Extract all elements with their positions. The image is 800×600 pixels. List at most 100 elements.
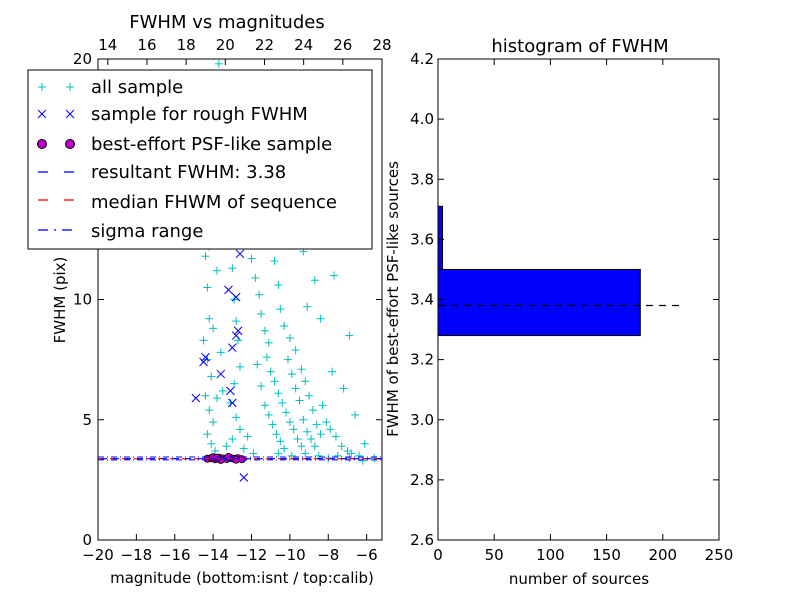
rough-sample-point (231, 331, 241, 340)
all-sample-point (289, 425, 298, 434)
x-tick-label: −8 (317, 546, 339, 564)
all-sample-point (207, 372, 216, 381)
legend-entry-all-sample: all sample (38, 77, 183, 98)
right-x-axis-label: number of sources (509, 570, 649, 588)
all-sample-point (274, 389, 283, 398)
all-sample-point (351, 410, 360, 419)
all-sample-point (253, 360, 262, 369)
x-tick-label: 250 (705, 546, 734, 564)
all-sample-point (216, 348, 225, 357)
top-x-tick-label: 24 (294, 36, 313, 54)
x-tick-label: −14 (197, 546, 229, 564)
legend-box (27, 69, 373, 250)
all-sample-point (255, 290, 264, 299)
all-sample-point (212, 266, 221, 275)
rough-sample-point (233, 326, 243, 336)
y-tick-label: 10 (73, 291, 92, 309)
y-tick-label: 3.4 (410, 291, 434, 309)
all-sample-point (299, 415, 308, 424)
y-tick-label: 3.2 (410, 351, 434, 369)
all-sample-point (274, 281, 283, 290)
all-sample-point (211, 447, 220, 456)
all-sample-point (232, 413, 241, 422)
all-sample-point (228, 264, 237, 273)
all-sample-point (316, 430, 325, 439)
left-marks (98, 59, 382, 482)
all-sample-point (247, 254, 256, 263)
all-sample-point (236, 362, 244, 371)
all-sample-point (291, 384, 300, 393)
x-tick-label: 150 (592, 546, 621, 564)
all-sample-point (205, 314, 214, 323)
y-tick-label: 4.0 (410, 110, 434, 128)
all-sample-point (297, 365, 306, 374)
x-tick-label: −12 (236, 546, 268, 564)
x-tick-label: 100 (536, 546, 565, 564)
all-sample-point (226, 398, 235, 407)
all-sample-point (312, 420, 321, 429)
all-sample-point (293, 434, 302, 443)
all-sample-point (199, 336, 208, 345)
all-sample-point (287, 370, 296, 379)
all-sample-point (239, 444, 248, 453)
rough-sample-point (224, 285, 233, 295)
all-sample-point (291, 346, 300, 355)
all-sample-point (203, 283, 212, 292)
all-sample-point (276, 305, 285, 314)
all-sample-point (297, 442, 306, 451)
all-sample-point (280, 444, 289, 453)
all-sample-point (209, 324, 218, 333)
all-sample-point (337, 442, 346, 451)
all-sample-point (328, 367, 337, 376)
rough-sample-point (226, 386, 235, 396)
all-sample-point (285, 418, 294, 427)
all-sample-point (278, 398, 287, 407)
all-sample-point (310, 276, 319, 285)
all-sample-point (243, 432, 252, 441)
y-tick-label: 5 (82, 411, 92, 429)
legend-entry-rough-sample: sample for rough FWHM (37, 104, 308, 125)
legend-label: sigma range (91, 221, 203, 242)
right-y-axis-label: FWHM of best-effort PSF-like sources (384, 161, 402, 437)
x-tick-label: −20 (82, 546, 114, 564)
left-y-axis-label: FWHM (pix) (51, 257, 69, 344)
all-sample-point (358, 456, 367, 465)
all-sample-point (236, 425, 244, 434)
right-chart: histogram of FWHM 0 50 100 150 200 250 2.6 2.8 3… (384, 36, 733, 588)
x-tick-label: −18 (121, 546, 153, 564)
all-sample-point (295, 396, 304, 405)
top-x-tick-label: 28 (372, 36, 391, 54)
all-sample-point (222, 442, 231, 451)
all-sample-point (303, 427, 312, 436)
legend: all sample sample for rough FWHM best-ef… (27, 69, 373, 250)
legend-marker-plus (38, 83, 74, 91)
y-tick-label: 2.6 (410, 531, 434, 549)
all-sample-point (230, 379, 239, 388)
x-tick-label: 50 (485, 546, 504, 564)
y-tick-label: 0 (82, 531, 92, 549)
legend-label: median FHWM of sequence (91, 192, 337, 213)
all-sample-point (360, 439, 369, 448)
all-sample-point (218, 386, 227, 395)
all-sample-point (308, 406, 317, 415)
all-sample-point (285, 333, 294, 342)
all-sample-point (207, 439, 216, 448)
all-sample-point (270, 257, 279, 266)
x-tick-label: −10 (274, 546, 306, 564)
legend-entry-resultant-fwhm: resultant FWHM: 3.38 (38, 162, 286, 183)
x-tick-label: −6 (356, 546, 378, 564)
all-sample-point (214, 59, 223, 68)
all-sample-point (272, 430, 281, 439)
left-chart-title: FWHM vs magnitudes (129, 12, 324, 33)
all-sample-point (303, 302, 312, 311)
all-sample-point (205, 406, 214, 415)
all-sample-point (282, 408, 291, 417)
top-x-tick-label: 18 (177, 36, 196, 54)
top-x-tick-label: 14 (98, 36, 117, 54)
legend-marker-circle (37, 139, 75, 149)
x-tick-label: 200 (648, 546, 677, 564)
all-sample-point (249, 449, 258, 458)
rough-sample-point (216, 369, 226, 379)
all-sample-point (326, 425, 335, 434)
